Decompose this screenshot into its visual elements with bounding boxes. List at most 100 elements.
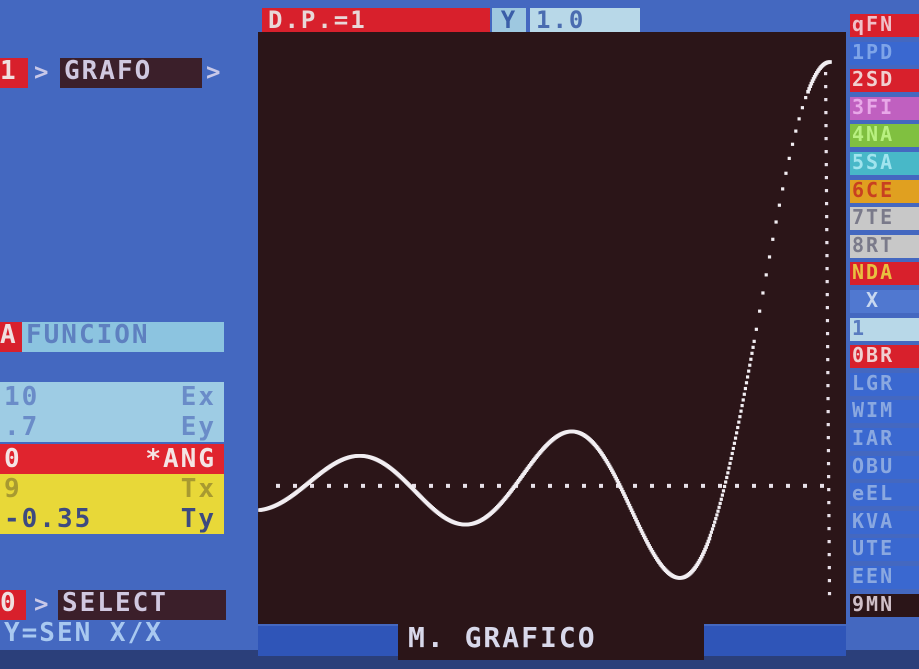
axis-dot <box>276 483 280 488</box>
curve-point <box>741 398 745 402</box>
curve-point <box>804 96 808 100</box>
curve-point <box>607 464 612 469</box>
menu-item-9[interactable]: NDA <box>850 262 919 286</box>
curve-point <box>637 524 642 529</box>
footer-bar-left <box>258 626 398 656</box>
param-value: .7 <box>4 412 40 442</box>
curve-point <box>784 171 788 175</box>
curve-point <box>777 203 781 207</box>
edge-dot <box>827 553 831 557</box>
curve-point <box>828 60 832 64</box>
curve-point <box>610 468 614 473</box>
axis-dot <box>429 483 433 488</box>
curve-point <box>697 558 702 563</box>
menu-item-10[interactable]: X <box>850 290 919 313</box>
menu-item-20[interactable]: EEN <box>850 566 919 589</box>
curve-point <box>722 484 727 489</box>
curve-point <box>767 255 772 259</box>
edge-dot <box>825 332 830 336</box>
curve-point <box>794 129 798 133</box>
edge-dot <box>826 462 831 466</box>
axis-dot <box>752 483 756 488</box>
curve-point <box>744 381 749 385</box>
param-label: Ty <box>180 504 216 534</box>
menu-item-5[interactable]: 5SA <box>850 152 919 175</box>
curve-point <box>742 392 746 396</box>
curve-point <box>636 522 640 526</box>
param-value: 0 <box>4 444 22 474</box>
curve-point <box>761 291 765 295</box>
curve-point <box>810 79 815 83</box>
menu-item-12[interactable]: 0BR <box>850 345 919 369</box>
menu-item-3[interactable]: 3FI <box>850 96 919 120</box>
menu-item-4[interactable]: 4NA <box>850 124 919 148</box>
curve-point <box>633 515 637 520</box>
edge-dot <box>824 85 828 89</box>
menu-item-16[interactable]: OBU <box>850 455 919 479</box>
param-value: 10 <box>4 382 40 412</box>
axis-label: Y <box>492 8 526 34</box>
menu-item-8[interactable]: 8RT <box>850 234 919 258</box>
curve-point <box>698 556 703 561</box>
program-name: GRAFO <box>60 58 202 88</box>
menu-item-18[interactable]: KVA <box>850 510 919 534</box>
param-row-ty[interactable]: -0.35 Ty <box>0 504 224 534</box>
edge-dot <box>825 306 829 310</box>
param-row-ey[interactable]: .7 Ey <box>0 412 224 442</box>
menu-item-13[interactable]: LGR <box>850 372 919 396</box>
param-row-ang[interactable]: 0 *ANG <box>0 444 224 474</box>
curve-point <box>651 551 656 556</box>
curve-point <box>733 436 738 440</box>
curve-point <box>649 548 654 552</box>
curve-point <box>696 560 701 565</box>
param-label: Ey <box>180 412 216 442</box>
curve-point <box>728 461 732 465</box>
menu-item-0[interactable]: qFN <box>850 14 919 37</box>
menu-item-2[interactable]: 2SD <box>850 69 919 93</box>
axis-dot <box>293 483 297 488</box>
edge-dot <box>825 293 829 297</box>
param-row-tx[interactable]: 9 Tx <box>0 474 224 504</box>
curve-point <box>638 526 643 531</box>
axis-dot <box>582 483 586 488</box>
curve-point <box>726 471 730 475</box>
curve-point <box>640 531 645 535</box>
menu-item-17[interactable]: eEL <box>850 483 919 507</box>
menu-item-7[interactable]: 7TE <box>850 207 919 231</box>
menu-item-14[interactable]: WIM <box>850 400 919 424</box>
menu-item-11[interactable]: 1 <box>850 317 919 341</box>
axis-dot <box>565 483 569 488</box>
axis-dot <box>378 483 382 488</box>
axis-dot <box>820 483 824 488</box>
axis-dot <box>803 483 807 488</box>
curve-point <box>731 446 735 451</box>
curve-point <box>606 462 611 467</box>
curve-point <box>639 529 644 533</box>
function-menu-option[interactable]: FUNCION <box>22 322 224 352</box>
param-value: 9 <box>4 474 22 504</box>
curve-point <box>738 415 742 419</box>
edge-dot <box>827 501 831 505</box>
param-row-ex[interactable]: 10 Ex <box>0 382 224 412</box>
curve-point <box>617 483 622 487</box>
menu-item-15[interactable]: IAR <box>850 428 919 451</box>
curve-point <box>704 545 708 549</box>
menu-item-6[interactable]: 6CE <box>850 179 919 203</box>
axis-dot <box>310 483 314 488</box>
curve-point <box>614 476 619 481</box>
axis-dot <box>599 483 603 488</box>
menu-item-21[interactable]: 9MN <box>850 593 919 617</box>
curve-point <box>790 142 795 146</box>
select-option[interactable]: SELECT <box>58 590 226 620</box>
edge-dot <box>824 150 828 154</box>
menu-item-1[interactable]: 1PD <box>850 41 919 65</box>
curve-point <box>644 537 648 542</box>
edge-dot <box>826 410 830 414</box>
edge-dot <box>825 267 829 271</box>
curve-point <box>608 466 613 471</box>
menu-item-19[interactable]: UTE <box>850 538 919 562</box>
curve-point <box>621 489 625 494</box>
curve-point <box>708 533 712 537</box>
curve-point <box>719 497 723 501</box>
